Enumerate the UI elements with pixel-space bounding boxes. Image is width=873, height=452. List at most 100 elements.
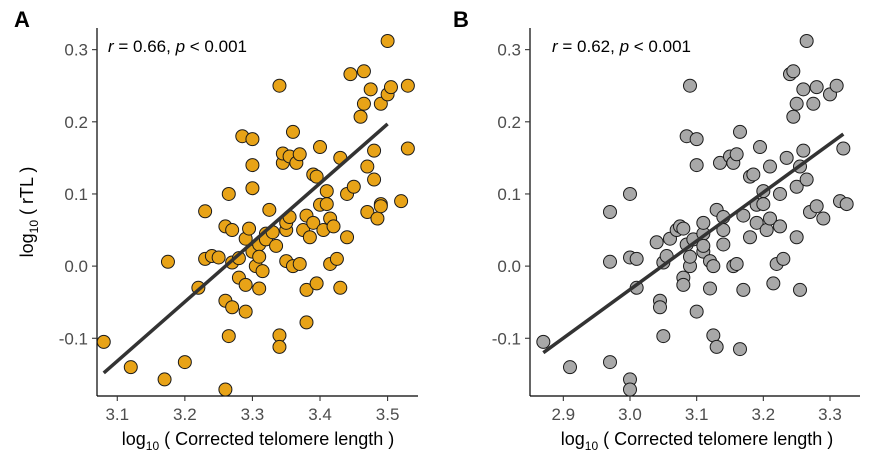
- data-point: [809, 199, 824, 214]
- data-point: [733, 124, 747, 139]
- panel-a-x-tick-label: 3.1: [105, 405, 129, 424]
- data-point: [763, 159, 777, 174]
- data-point: [653, 300, 667, 315]
- data-point: [238, 304, 253, 319]
- data-point: [799, 33, 814, 48]
- data-point: [689, 158, 704, 173]
- data-point: [400, 78, 415, 93]
- panel-b-x-tick-label: 3.2: [752, 405, 776, 424]
- panel-a-x-tick-label: 3.5: [376, 405, 400, 424]
- data-point: [245, 132, 260, 147]
- data-point: [603, 355, 617, 370]
- data-point: [221, 186, 236, 201]
- data-point: [353, 109, 368, 124]
- panel-b: B log10 ( Corrected telomere length ) r …: [453, 7, 860, 452]
- panel-b-x-tick-label: 2.9: [552, 405, 576, 424]
- data-point: [789, 179, 804, 194]
- panel-b-x-tick-label: 3.0: [618, 405, 642, 424]
- data-point: [729, 147, 744, 162]
- data-point: [706, 328, 721, 343]
- data-point: [96, 334, 111, 349]
- panel-a-y-tick-label: -0.1: [59, 329, 88, 348]
- data-point: [356, 64, 371, 79]
- data-point: [326, 219, 341, 234]
- data-point: [360, 205, 375, 219]
- data-point: [756, 197, 771, 212]
- data-point: [536, 334, 551, 349]
- data-point: [773, 186, 787, 201]
- data-point: [299, 282, 314, 297]
- data-point: [302, 230, 317, 245]
- data-point: [313, 140, 328, 155]
- data-point: [689, 304, 704, 319]
- panel-a-y-tick-label: 0.0: [64, 257, 88, 276]
- data-point: [373, 96, 388, 111]
- data-point: [367, 143, 382, 158]
- data-point: [299, 315, 314, 330]
- panel-a-x-tick-label: 3.4: [308, 405, 332, 424]
- panel-a-x-tick-label: 3.3: [241, 405, 265, 424]
- data-point: [394, 194, 409, 209]
- data-point: [309, 169, 324, 184]
- data-point: [743, 230, 757, 245]
- data-point: [255, 264, 270, 279]
- data-point: [839, 197, 854, 212]
- data-point: [696, 215, 711, 230]
- panel-b-letter: B: [453, 7, 469, 32]
- panel-b-x-tick-label: 3.3: [818, 405, 842, 424]
- data-point: [319, 197, 334, 212]
- data-point: [649, 235, 664, 250]
- panel-b-correlation-annotation: r = 0.62, p < 0.001: [552, 37, 691, 56]
- data-point: [789, 96, 804, 111]
- data-point: [252, 281, 267, 296]
- panel-a-y-tick-label: 0.3: [64, 41, 88, 60]
- data-point: [716, 237, 731, 252]
- data-point: [696, 238, 711, 253]
- panel-a: A log10 ( rTL ) log10 ( Corrected telome…: [14, 7, 418, 452]
- data-point: [177, 355, 192, 370]
- data-point: [733, 342, 747, 357]
- data-point: [689, 132, 704, 147]
- data-point: [793, 282, 807, 297]
- data-point: [779, 150, 794, 165]
- panel-b-x-axis-title: log10 ( Corrected telomere length ): [561, 429, 834, 452]
- data-point: [198, 204, 213, 219]
- data-point: [272, 78, 287, 93]
- panel-a-correlation-annotation: r = 0.66, p < 0.001: [108, 37, 247, 56]
- panel-a-y-axis-title: log10 ( rTL ): [17, 167, 41, 258]
- data-point: [370, 211, 385, 226]
- data-point: [383, 80, 398, 95]
- data-point: [367, 172, 382, 187]
- data-point: [676, 277, 691, 292]
- data-point: [225, 300, 240, 315]
- data-point: [242, 221, 257, 236]
- data-point: [749, 215, 764, 230]
- data-point: [262, 202, 277, 217]
- data-point: [238, 277, 253, 292]
- data-point: [373, 199, 388, 214]
- data-point: [269, 238, 284, 253]
- data-point: [729, 256, 744, 271]
- data-point: [292, 256, 307, 271]
- panel-a-x-tick-label: 3.2: [173, 405, 197, 424]
- svg-text:log10 ( Corrected telomere len: log10 ( Corrected telomere length ): [561, 429, 834, 452]
- data-point: [245, 181, 260, 196]
- data-point: [400, 141, 415, 156]
- data-point: [603, 205, 617, 219]
- data-point: [709, 339, 724, 354]
- data-point: [623, 186, 637, 201]
- data-point: [309, 276, 324, 291]
- panel-a-y-tick-label: 0.2: [64, 113, 88, 132]
- data-point: [676, 221, 691, 236]
- data-point: [563, 360, 577, 375]
- data-point: [221, 329, 236, 344]
- regression-line: [102, 122, 389, 375]
- data-point: [218, 382, 233, 397]
- data-point: [292, 147, 307, 162]
- data-point: [360, 159, 375, 174]
- data-point: [789, 230, 804, 245]
- panel-a-y-tick-label: 0.1: [64, 185, 88, 204]
- data-point: [225, 223, 240, 238]
- panel-b-y-tick-label: 0.2: [497, 113, 521, 132]
- data-point: [343, 67, 358, 82]
